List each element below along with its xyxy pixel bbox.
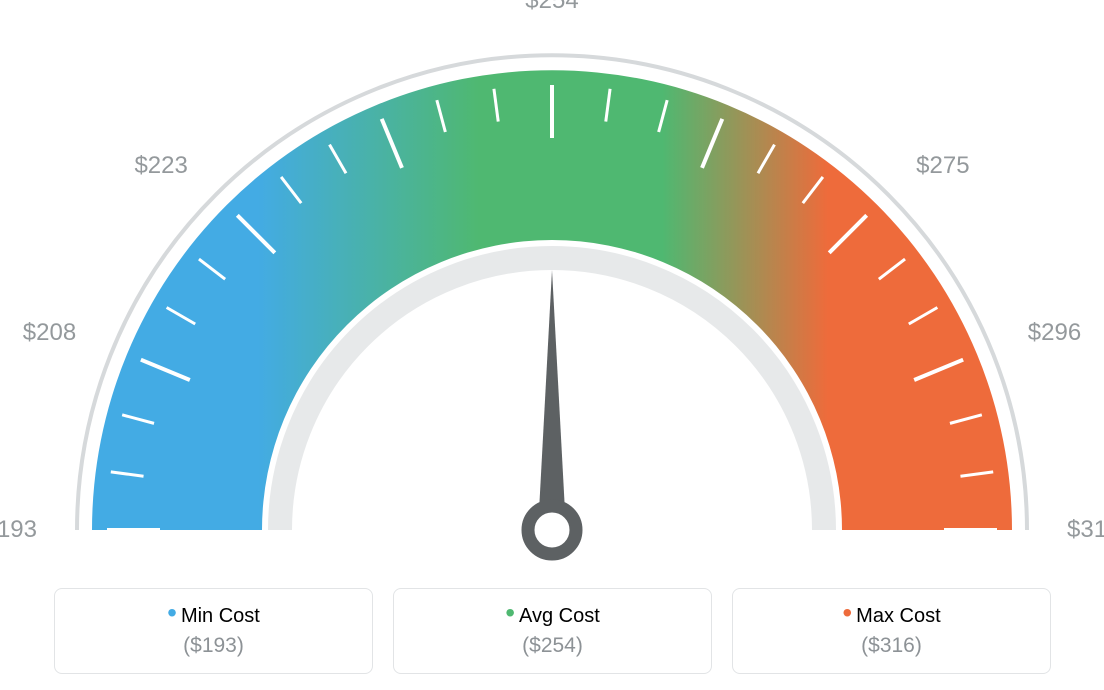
legend-title-max: • Max Cost (842, 605, 940, 628)
legend-value-min: ($193) (183, 634, 244, 658)
gauge-scale-label: $316 (1067, 516, 1104, 544)
gauge-scale-label: $254 (525, 0, 578, 15)
legend-title-text: Max Cost (856, 605, 940, 628)
legend-card-max: • Max Cost ($316) (732, 588, 1051, 674)
dot-icon: • (167, 607, 177, 619)
legend-card-avg: • Avg Cost ($254) (393, 588, 712, 674)
gauge-svg (0, 0, 1104, 570)
gauge-scale-label: $275 (916, 152, 969, 180)
legend-card-min: • Min Cost ($193) (54, 588, 373, 674)
gauge-scale-label: $223 (134, 152, 187, 180)
gauge-scale-label: $193 (0, 516, 37, 544)
legend-title-text: Avg Cost (519, 605, 600, 628)
gauge-chart: $193 $208 $223 $254 $275 $296 $316 (0, 0, 1104, 570)
legend-title-avg: • Avg Cost (505, 605, 600, 628)
gauge-scale-label: $208 (23, 319, 76, 347)
legend-value-avg: ($254) (522, 634, 583, 658)
legend-title-min: • Min Cost (167, 605, 260, 628)
gauge-scale-label: $296 (1028, 319, 1081, 347)
legend-row: • Min Cost ($193) • Avg Cost ($254) • Ma… (54, 588, 1051, 674)
dot-icon: • (842, 607, 852, 619)
dot-icon: • (505, 607, 515, 619)
legend-value-max: ($316) (861, 634, 922, 658)
legend-title-text: Min Cost (181, 605, 260, 628)
